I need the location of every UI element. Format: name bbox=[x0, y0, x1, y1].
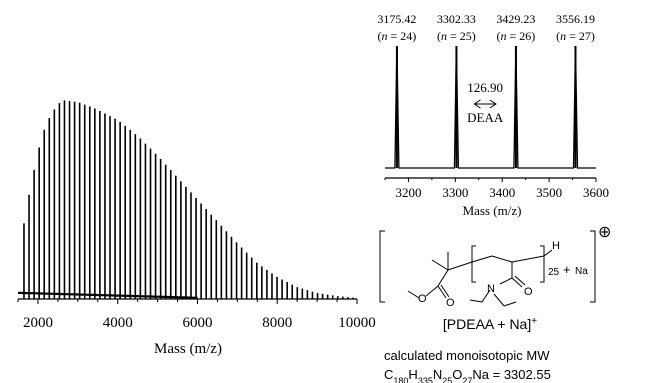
spacing-unit-label: DEAA bbox=[467, 110, 504, 125]
inset-tick-label: 3300 bbox=[442, 185, 468, 200]
main-tick-label: 2000 bbox=[23, 315, 53, 331]
inset-peak-n-label: (n = 25) bbox=[437, 29, 476, 43]
atom-h: H bbox=[552, 240, 560, 252]
inset-tick-label: 3400 bbox=[489, 185, 515, 200]
atom-o-ester: O bbox=[418, 293, 427, 305]
main-baseline-noise bbox=[18, 291, 198, 299]
main-tick-label: 4000 bbox=[103, 315, 133, 331]
charge-symbol: ⊕ bbox=[598, 224, 611, 241]
spacing-arrow-left-head bbox=[473, 99, 481, 109]
outer-bracket-right bbox=[590, 230, 596, 303]
main-x-ticks: 2000 4000 6000 8000 10000 bbox=[17, 299, 376, 331]
main-tick-label: 10000 bbox=[338, 315, 376, 331]
structure-atom-labels: H 25 + Na O O N O ⊕ bbox=[418, 224, 611, 309]
atom-o-carbonyl: O bbox=[446, 297, 455, 309]
atom-o-amide: O bbox=[524, 286, 533, 298]
inset-tick-label: 3600 bbox=[583, 185, 609, 200]
repeat-count: 25 bbox=[548, 267, 560, 278]
main-spectrum-baseline bbox=[18, 291, 198, 299]
spacing-arrow-right-head bbox=[489, 99, 497, 109]
inset-x-ticks: 3200 3300 3400 3500 3600 bbox=[384, 178, 609, 200]
spacing-value: 126.90 bbox=[467, 80, 503, 95]
inset-peak-mass-label: 3175.42 bbox=[377, 12, 416, 26]
main-tick-label: 6000 bbox=[182, 315, 212, 331]
inset-x-axis-label: Mass (m/z) bbox=[463, 203, 522, 218]
repeat-bracket-right bbox=[540, 245, 545, 283]
sodium-label: Na bbox=[575, 266, 588, 277]
inset-peak-n-label: (n = 26) bbox=[497, 29, 536, 43]
inset-peak-n-label: (n = 24) bbox=[378, 29, 417, 43]
main-spectrum-peaks bbox=[23, 100, 354, 299]
atom-n: N bbox=[487, 283, 495, 295]
calc-mw-line1: calculated monoisotopic MW bbox=[384, 348, 550, 363]
inset-peak-mass-label: 3556.19 bbox=[556, 12, 595, 26]
inset-peak-n-label: (n = 27) bbox=[556, 29, 595, 43]
inset-peak-mass-label: 3429.23 bbox=[496, 12, 535, 26]
pdeaa-structure bbox=[379, 230, 596, 307]
calc-mw-formula: C180H335N25O27Na = 3302.55 bbox=[384, 367, 551, 383]
compound-name: [PDEAA + Na]+ bbox=[443, 316, 537, 333]
inset-trace bbox=[385, 45, 596, 169]
main-x-axis-label: Mass (m/z) bbox=[154, 341, 222, 357]
inset-peak-labels: 3175.42 (n = 24) 3302.33 (n = 25) 3429.23 (n … bbox=[377, 12, 595, 43]
spacing-annotation: 126.90 DEAA bbox=[467, 80, 504, 125]
inset-peaks bbox=[385, 45, 596, 169]
inset-peak-mass-label: 3302.33 bbox=[437, 12, 476, 26]
plus-sign: + bbox=[563, 262, 571, 277]
inset-tick-label: 3500 bbox=[536, 185, 562, 200]
inset-tick-label: 3200 bbox=[395, 185, 421, 200]
outer-bracket-left bbox=[379, 230, 385, 303]
repeat-bracket-left bbox=[471, 245, 476, 283]
main-tick-label: 8000 bbox=[262, 315, 292, 331]
